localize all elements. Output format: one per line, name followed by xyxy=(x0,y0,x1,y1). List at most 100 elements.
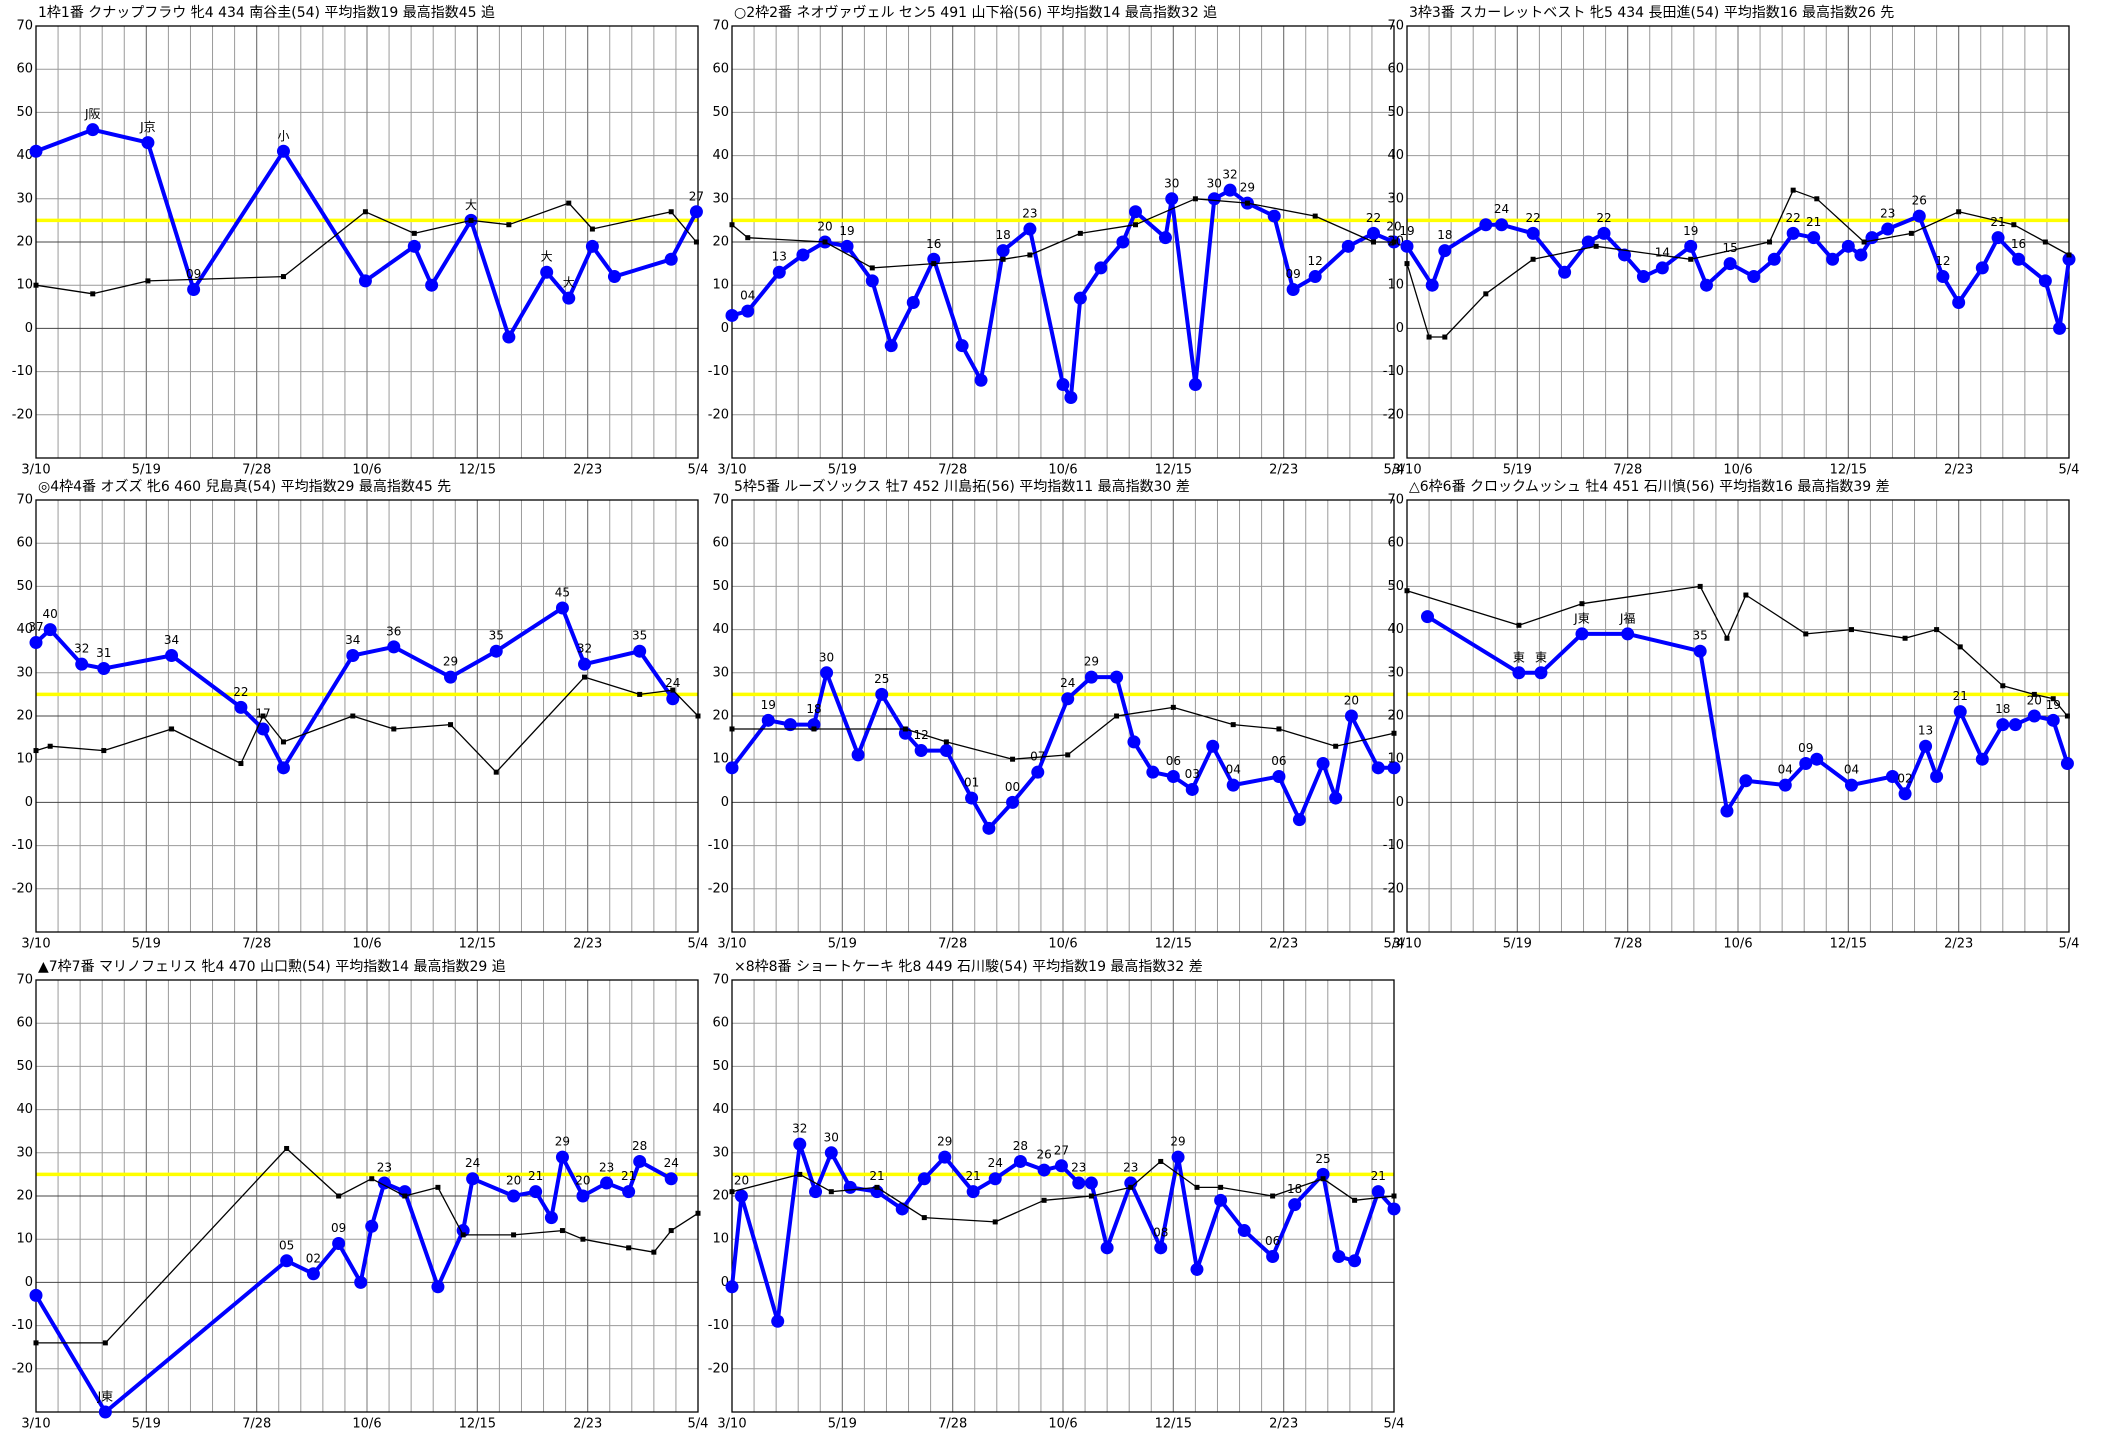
chart-panel: -20 -10 0 10 20 30 40 50 60 70 3/10 5/19 7/28 10/6 12/… xyxy=(1383,478,2080,952)
point xyxy=(1581,235,1595,249)
x-tick-label: 2/23 xyxy=(1269,937,1298,952)
y-tick-label: 50 xyxy=(712,1059,729,1074)
chart-title: 1枠1番 クナップフラウ 牝4 434 南谷圭(54) 平均指数19 最高指数4… xyxy=(38,4,495,21)
y-tick-label: -20 xyxy=(708,881,729,896)
point xyxy=(1693,644,1707,658)
point xyxy=(772,265,786,279)
x-tick-label: 3/10 xyxy=(21,1417,50,1430)
x-tick-label: 5/19 xyxy=(1503,463,1532,478)
point xyxy=(1237,1224,1251,1238)
point xyxy=(865,274,879,288)
x-tick-label: 12/15 xyxy=(1155,463,1192,478)
point xyxy=(1844,778,1858,792)
y-tick-label: 20 xyxy=(712,1189,729,1204)
value-label: 23 xyxy=(1123,1161,1138,1175)
y-tick-label: 20 xyxy=(712,709,729,724)
point xyxy=(1807,231,1821,245)
point xyxy=(1865,231,1879,245)
point xyxy=(783,718,797,732)
point xyxy=(651,1249,657,1255)
y-tick-label: 10 xyxy=(16,752,33,767)
x-tick-label: 5/4 xyxy=(688,937,709,952)
value-label: 06 xyxy=(1271,754,1286,768)
point xyxy=(1908,230,1914,236)
value-label: 23 xyxy=(1022,207,1037,221)
x-tick-label: 2/23 xyxy=(1944,937,1973,952)
point xyxy=(2031,691,2037,697)
point xyxy=(1288,1198,1302,1212)
value-label: 20 xyxy=(1386,220,1401,234)
y-tick-label: 70 xyxy=(712,973,729,988)
point xyxy=(1146,765,1160,779)
point xyxy=(102,1340,108,1346)
value-label: 04 xyxy=(1226,763,1241,777)
point xyxy=(729,222,735,228)
point xyxy=(566,200,572,206)
point xyxy=(47,743,53,749)
value-label: 21 xyxy=(1371,1169,1386,1183)
x-tick-label: 5/19 xyxy=(828,1417,857,1430)
point xyxy=(448,722,454,728)
series-line xyxy=(35,202,697,295)
point xyxy=(793,1137,807,1151)
point xyxy=(1723,257,1737,271)
value-label: J東 xyxy=(1573,611,1590,625)
value-label: 18 xyxy=(1437,228,1452,242)
point xyxy=(75,657,89,671)
y-tick-label: 0 xyxy=(25,321,33,336)
point xyxy=(402,1193,408,1199)
point xyxy=(585,239,599,253)
value-label: 19 xyxy=(1399,224,1414,238)
point xyxy=(489,644,503,658)
point xyxy=(391,726,397,732)
value-label: 02 xyxy=(1897,771,1912,785)
point xyxy=(256,722,270,736)
point xyxy=(354,1275,368,1289)
y-tick-label: -20 xyxy=(708,1361,729,1376)
y-tick-label: 0 xyxy=(25,1275,33,1290)
point xyxy=(1272,769,1286,783)
value-label: 29 xyxy=(1170,1135,1185,1149)
value-label: 29 xyxy=(1240,181,1255,195)
point xyxy=(1041,1197,1047,1203)
point xyxy=(725,761,739,775)
y-tick-label: 20 xyxy=(16,1189,33,1204)
point xyxy=(745,235,751,241)
point xyxy=(1684,239,1698,253)
y-tick-label: 0 xyxy=(1396,795,1404,810)
point xyxy=(187,283,201,297)
value-label: 21 xyxy=(869,1169,884,1183)
point xyxy=(1100,1241,1114,1255)
point xyxy=(1512,666,1526,680)
point xyxy=(2060,757,2074,771)
point xyxy=(1352,1197,1358,1203)
point xyxy=(1688,256,1694,262)
y-tick-label: -10 xyxy=(12,1318,33,1333)
value-label: 20 xyxy=(734,1174,749,1188)
point xyxy=(1218,1184,1224,1190)
point xyxy=(1056,378,1070,392)
value-label: 21 xyxy=(621,1169,636,1183)
y-tick-label: 40 xyxy=(16,622,33,637)
point xyxy=(1110,670,1124,684)
point xyxy=(2012,252,2026,266)
value-label: 24 xyxy=(665,676,680,690)
x-tick-label: 3/10 xyxy=(717,1417,746,1430)
point xyxy=(1826,252,1840,266)
x-tick-label: 3/10 xyxy=(21,937,50,952)
value-label: 32 xyxy=(792,1122,807,1136)
point xyxy=(851,748,865,762)
point xyxy=(874,1184,880,1190)
y-tick-label: -10 xyxy=(708,838,729,853)
y-tick-label: 40 xyxy=(1387,622,1404,637)
value-label: 31 xyxy=(96,646,111,660)
point xyxy=(1479,218,1493,232)
point xyxy=(1344,709,1358,723)
chart-panel: -20 -10 0 10 20 30 40 50 60 70 3/10 5/19 7/28 10/6 12/… xyxy=(1383,4,2080,478)
y-tick-label: 60 xyxy=(1387,536,1404,551)
point xyxy=(1276,726,1282,732)
point xyxy=(1420,610,1434,624)
point xyxy=(1054,1159,1068,1173)
